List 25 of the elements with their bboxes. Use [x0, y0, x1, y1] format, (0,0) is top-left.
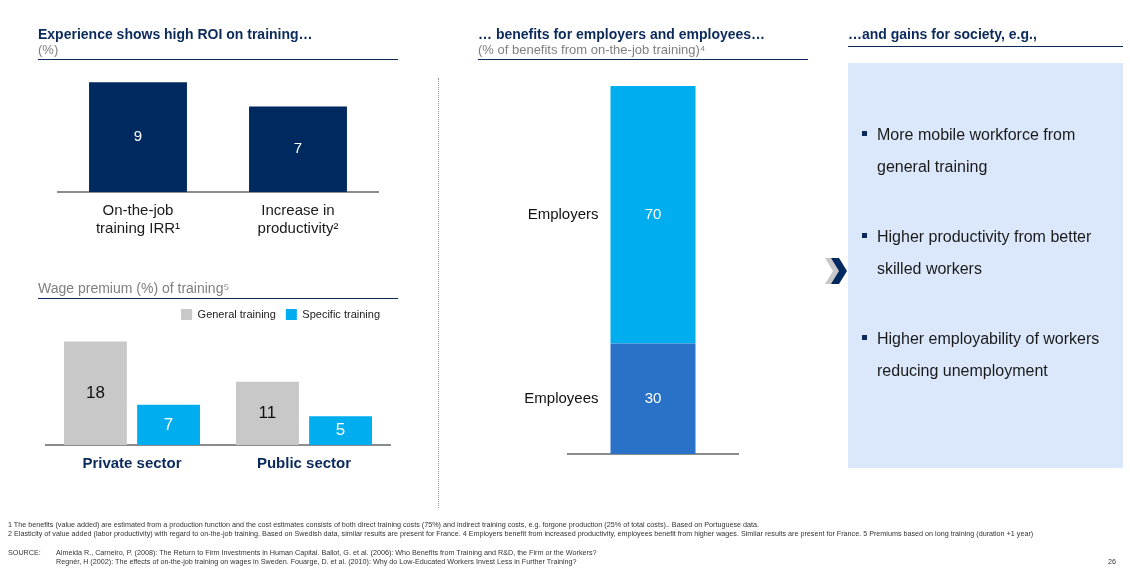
- chart-title: … benefits for employers and employees…: [478, 26, 767, 42]
- data-label: 18: [85, 382, 105, 402]
- series-label: Employees: [524, 388, 599, 406]
- text: More mobile workforce from general training: [877, 125, 1077, 177]
- x-tick-label: Increase in productivity²: [257, 201, 339, 237]
- chart-subtitle: (% of benefits from on-the-job training)⁴: [478, 42, 707, 57]
- x-tick-label: Public sector: [256, 454, 352, 472]
- data-label: 5: [335, 420, 346, 440]
- legend-label: General training: [197, 307, 276, 320]
- data-label: 7: [163, 414, 174, 434]
- data-label: 7: [293, 139, 303, 157]
- text: Higher productivity from better skilled workers: [877, 227, 1093, 279]
- data-label: 9: [133, 127, 143, 145]
- data-label: 11: [258, 403, 277, 423]
- chart-title: Experience shows high ROI on training…: [38, 26, 314, 42]
- text: Higher employability of workers reducing unemployment: [877, 329, 1101, 381]
- series-label: Employers: [527, 204, 599, 222]
- x-tick-label: On-the-job training IRR¹: [95, 201, 181, 237]
- data-label: 30: [644, 388, 662, 406]
- data-label: 70: [644, 204, 662, 222]
- x-tick-label: Private sector: [82, 454, 182, 472]
- text: …and gains for society, e.g.,: [848, 26, 1038, 42]
- chart-title: Wage premium (%) of training⁵: [38, 280, 231, 296]
- chart-subtitle: (%): [38, 42, 60, 57]
- legend-label: Specific training: [302, 307, 381, 320]
